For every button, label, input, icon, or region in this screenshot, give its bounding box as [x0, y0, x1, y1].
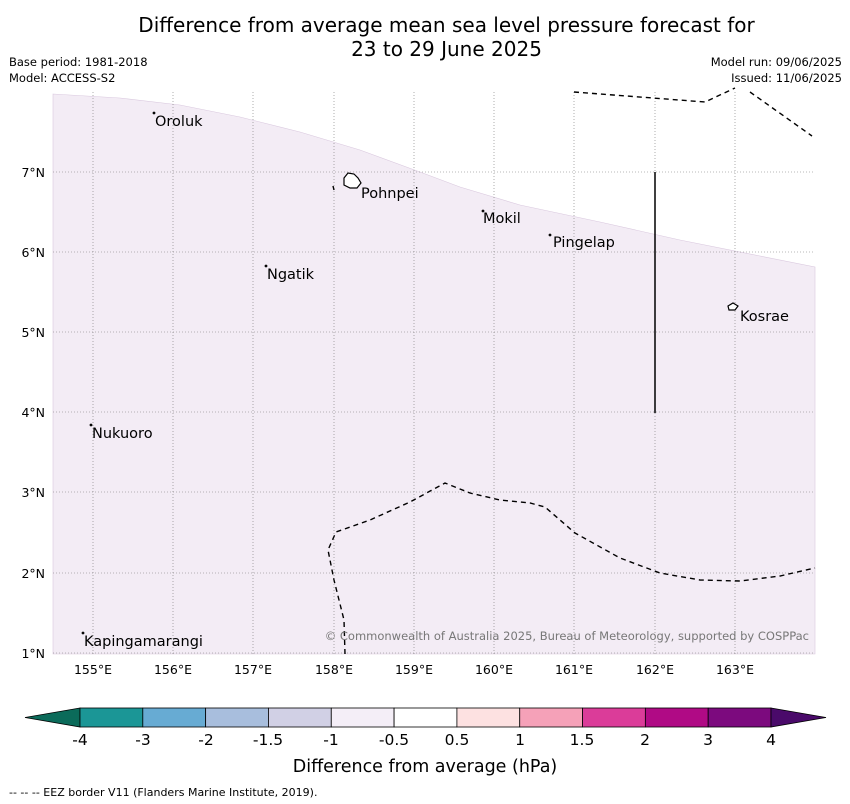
label-kosrae: Kosrae: [740, 309, 789, 325]
lon-tick: 156°E: [154, 662, 192, 677]
colorbar-tick: 0.5: [445, 731, 470, 749]
label-pingelap: Pingelap: [553, 235, 615, 251]
base-period: Base period: 1981-2018: [9, 55, 148, 69]
colorbar-under-arrow: [24, 707, 81, 728]
label-mokil: Mokil: [483, 211, 521, 227]
lon-tick: 160°E: [475, 662, 513, 677]
colorbar-tick: 3: [703, 731, 713, 749]
lat-tick: 3°N: [21, 485, 45, 500]
colorbar-tick: -1: [323, 731, 338, 749]
lat-tick: 5°N: [21, 325, 45, 340]
nukuoro-island: [89, 423, 93, 427]
lon-tick: 161°E: [555, 662, 593, 677]
title-line-1: Difference from average mean sea level p…: [138, 13, 755, 37]
title-line-2: 23 to 29 June 2025: [351, 37, 542, 61]
colorbar-segment: [330, 707, 395, 728]
pingelap-island: [548, 233, 552, 237]
colorbar-tick: -0.5: [379, 731, 409, 749]
meta-right: Model run: 09/06/2025 Issued: 11/06/2025: [711, 54, 842, 86]
colorbar-segment: [456, 707, 521, 728]
colorbar-tick: -2: [198, 731, 213, 749]
lon-tick: 162°E: [636, 662, 674, 677]
colorbar-segment: [205, 707, 269, 728]
colorbar-segment: [707, 707, 772, 728]
colorbar-tick: 4: [766, 731, 776, 749]
lon-tick: 157°E: [234, 662, 272, 677]
lat-tick: 7°N: [21, 165, 45, 180]
lon-tick: 163°E: [716, 662, 754, 677]
lat-tick: 6°N: [21, 245, 45, 260]
colorbar-label: Difference from average (hPa): [293, 757, 558, 777]
mokil-island: [481, 209, 485, 213]
colorbar-segment: [582, 707, 646, 728]
oroluk-island: [152, 111, 156, 115]
meta-left: Base period: 1981-2018 Model: ACCESS-S2: [9, 54, 148, 86]
colorbar-over-arrow: [770, 707, 827, 728]
lon-tick: 158°E: [315, 662, 353, 677]
lat-tick: 1°N: [21, 646, 45, 661]
colorbar-segment: [644, 707, 709, 728]
colorbar-tick: 2: [640, 731, 650, 749]
graticule: [53, 92, 815, 654]
model-run: Model run: 09/06/2025: [710, 55, 842, 69]
lat-tick: 4°N: [21, 405, 45, 420]
lon-tick: 159°E: [395, 662, 433, 677]
colorbar-segment: [268, 707, 332, 728]
copyright-text: © Commonwealth of Australia 2025, Bureau…: [325, 629, 809, 643]
colorbar-tick: 1: [515, 731, 525, 749]
label-oroluk: Oroluk: [155, 114, 203, 130]
colorbar-segment: [519, 707, 583, 728]
map-title: Difference from average mean sea level p…: [0, 13, 850, 61]
anomaly-region: [52, 93, 816, 655]
islands: [81, 111, 739, 635]
colorbar-segment: [393, 707, 458, 728]
colorbar: [24, 707, 827, 728]
issued-date: Issued: 11/06/2025: [731, 71, 842, 85]
colorbar-tick: -3: [135, 731, 150, 749]
footnote: -- -- -- EEZ border V11 (Flanders Marine…: [9, 786, 318, 799]
colorbar-segment: [79, 707, 144, 728]
label-ngatik: Ngatik: [267, 267, 315, 283]
label-pohnpei: Pohnpei: [361, 186, 419, 202]
pohnpei-island: [343, 172, 362, 189]
colorbar-tick: 1.5: [570, 731, 595, 749]
eez-borders: [327, 87, 816, 655]
label-nukuoro: Nukuoro: [92, 426, 153, 442]
ngatik-island: [264, 264, 268, 268]
kapinga-island: [81, 631, 85, 635]
lon-tick: 155°E: [74, 662, 112, 677]
lat-tick: 2°N: [21, 566, 45, 581]
colorbar-tick: -4: [72, 731, 87, 749]
label-kapingamarangi: Kapingamarangi: [84, 634, 203, 650]
colorbar-tick: -1.5: [253, 731, 283, 749]
model-name: Model: ACCESS-S2: [9, 71, 116, 85]
colorbar-segment: [142, 707, 207, 728]
kosrae-island: [727, 302, 739, 311]
